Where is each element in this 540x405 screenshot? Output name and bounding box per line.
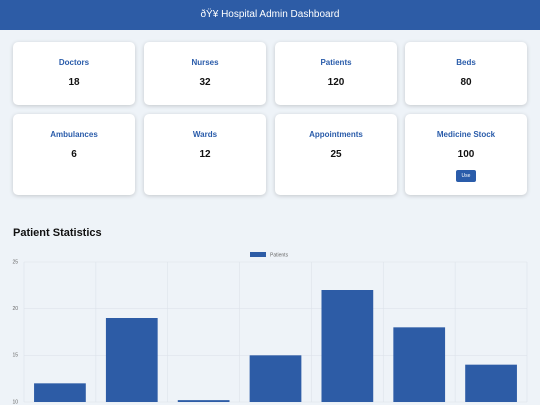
y-tick-label: 20 (12, 306, 18, 312)
stat-card: Beds 80 (405, 42, 527, 105)
card-label: Medicine Stock (436, 130, 496, 139)
card-value: 32 (199, 77, 211, 88)
card-value: 80 (460, 77, 472, 88)
stat-card: Medicine Stock 100 Use (405, 114, 527, 195)
bar (177, 400, 230, 402)
header-title: ðŸ¥ Hospital Admin Dashboard (0, 0, 540, 30)
card-label: Beds (456, 58, 476, 67)
card-label: Ambulances (50, 130, 98, 139)
bar (321, 290, 374, 402)
stat-card: Wards 12 (144, 114, 266, 195)
card-value: 12 (199, 149, 211, 160)
chart-title: Patient Statistics (13, 227, 102, 239)
legend-label: Patients (270, 252, 289, 258)
card-value: 100 (457, 149, 475, 160)
stat-card: Doctors 18 (13, 42, 135, 105)
card-label: Wards (192, 130, 218, 139)
card-label: Nurses (191, 58, 219, 67)
stat-card: Appointments 25 (275, 114, 397, 195)
card-value: 120 (327, 77, 345, 88)
stat-card: Ambulances 6 (13, 114, 135, 195)
stat-card: Patients 120 (275, 42, 397, 105)
y-tick-label: 25 (12, 259, 18, 265)
legend-swatch (250, 252, 266, 257)
bar (34, 383, 86, 402)
card-label: Patients (320, 58, 352, 67)
card-value: 6 (71, 149, 77, 160)
bar (393, 327, 446, 402)
chart: 10 15 20 25 Patients (12, 252, 528, 405)
bar (105, 318, 158, 402)
bar (249, 355, 302, 402)
y-tick-label: 15 (12, 353, 18, 359)
stat-card: Nurses 32 (144, 42, 266, 105)
y-tick-label: 10 (12, 399, 18, 405)
card-label: Appointments (309, 130, 363, 139)
card-label: Doctors (58, 58, 90, 67)
card-value: 18 (68, 77, 80, 88)
card-value: 25 (330, 149, 342, 160)
bar (465, 364, 517, 402)
action-button[interactable]: Use (455, 170, 477, 182)
